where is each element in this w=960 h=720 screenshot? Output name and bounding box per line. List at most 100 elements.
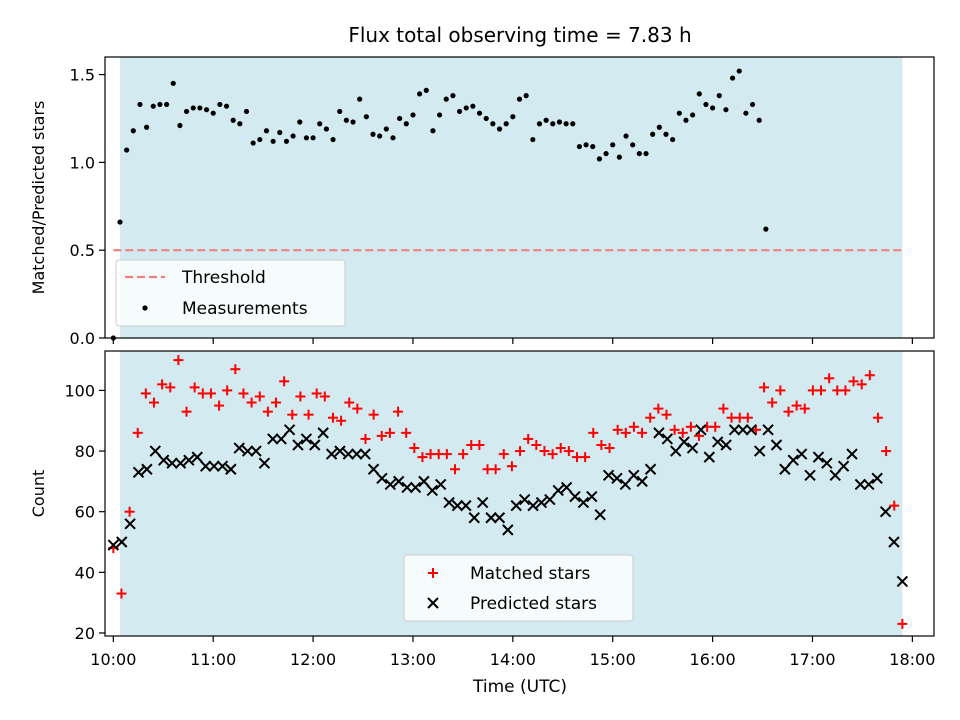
- matched-star-marker: [148, 397, 159, 408]
- measurement-point: [703, 101, 709, 108]
- matched-star-marker: [311, 388, 322, 399]
- matched-star-marker: [864, 370, 875, 381]
- predicted-star-marker: [325, 448, 338, 460]
- measurement-point: [756, 117, 762, 123]
- measurement-point: [650, 131, 656, 137]
- matched-star-marker: [116, 588, 127, 599]
- predicted-star-marker: [208, 460, 220, 472]
- measurement-point: [723, 107, 729, 113]
- matched-star-marker: [336, 415, 347, 426]
- matched-star-marker: [165, 382, 176, 393]
- predicted-star-marker: [468, 512, 480, 524]
- measurement-point: [317, 121, 323, 127]
- measurement-point: [603, 150, 609, 157]
- top-y-tick-label: 0.5: [70, 241, 95, 260]
- measurement-point: [476, 110, 483, 116]
- measurement-point: [716, 93, 722, 99]
- matched-star-marker: [791, 400, 802, 411]
- predicted-star-marker: [569, 490, 581, 503]
- top-panel: 0.0 0.5 1.0 1.5 Matched/Predicted stars Thres…: [29, 56, 935, 348]
- x-tick-label: 13:00: [390, 650, 436, 669]
- measurement-point: [277, 129, 283, 136]
- x-tick-label: 10:00: [90, 650, 136, 669]
- predicted-star-marker: [409, 481, 422, 494]
- predicted-star-marker: [535, 496, 548, 509]
- predicted-legend-swatch: [427, 597, 439, 609]
- predicted-star-marker: [300, 433, 313, 445]
- predicted-star-marker: [199, 460, 212, 472]
- matched-star-marker: [181, 406, 192, 417]
- threshold-legend-label: Threshold: [181, 268, 266, 288]
- matched-star-marker: [279, 376, 290, 387]
- predicted-legend-label: Predicted stars: [470, 594, 597, 614]
- matched-star-marker: [563, 446, 574, 457]
- predicted-star-marker: [384, 478, 397, 491]
- measurement-point: [530, 136, 536, 143]
- measurement-point: [243, 108, 250, 115]
- measurement-point: [710, 105, 716, 111]
- measurement-point: [683, 117, 689, 123]
- matched-star-marker: [531, 439, 542, 450]
- predicted-star-marker: [770, 439, 783, 451]
- measurement-point: [403, 121, 409, 127]
- top-y-tick-label: 1.0: [70, 153, 95, 172]
- measurement-point: [550, 121, 556, 127]
- top-legend-box: [115, 259, 346, 327]
- measurement-point: [377, 133, 383, 139]
- measurement-point: [417, 91, 423, 97]
- matched-star-marker: [669, 424, 680, 435]
- measurement-point: [323, 126, 329, 132]
- matched-star-marker: [604, 443, 615, 454]
- measurement-point: [157, 101, 163, 108]
- predicted-star-marker: [309, 439, 321, 451]
- predicted-star-marker: [157, 454, 170, 466]
- x-axis-label: Time (UTC): [472, 677, 567, 697]
- measurement-point: [663, 131, 669, 137]
- predicted-star-marker: [267, 433, 279, 445]
- matched-star-marker: [612, 424, 623, 435]
- predicted-star-marker: [737, 424, 749, 436]
- measurement-point: [610, 142, 616, 148]
- measurement-point: [630, 142, 636, 148]
- measurement-point: [749, 101, 756, 108]
- measurement-point: [390, 135, 396, 141]
- predicted-star-marker: [493, 512, 506, 524]
- measurement-point: [616, 154, 622, 160]
- matched-star-marker: [319, 391, 330, 402]
- predicted-star-marker: [241, 445, 254, 457]
- matched-star-marker: [140, 388, 151, 399]
- predicted-star-marker: [502, 524, 514, 536]
- matched-star-marker: [775, 385, 786, 396]
- predicted-star-marker: [711, 436, 724, 448]
- matched-star-marker: [523, 433, 534, 444]
- predicted-star-marker: [888, 536, 900, 548]
- measurement-point: [543, 117, 549, 123]
- predicted-star-marker: [863, 478, 875, 491]
- measurement-point: [223, 103, 230, 109]
- matched-star-marker: [344, 397, 355, 408]
- predicted-star-marker: [275, 433, 287, 445]
- matched-star-marker: [401, 427, 412, 438]
- predicted-star-marker: [426, 484, 439, 497]
- matched-star-marker: [759, 382, 770, 393]
- predicted-star-marker: [670, 445, 682, 457]
- bottom-y-tick-label: 60: [75, 503, 95, 522]
- measurement-point: [124, 147, 130, 153]
- predicted-star-marker: [367, 463, 380, 475]
- x-tick-label: 17:00: [789, 650, 835, 669]
- matched-star-marker: [661, 409, 672, 420]
- measurement-point: [177, 122, 183, 129]
- measurement-point: [150, 103, 156, 109]
- matched-star-marker: [506, 461, 517, 472]
- matched-star-marker: [376, 430, 387, 441]
- matched-star-marker: [124, 506, 135, 517]
- predicted-star-marker: [393, 475, 405, 488]
- matched-star-marker: [222, 385, 233, 396]
- measurement-point: [583, 142, 589, 148]
- predicted-star-marker: [401, 481, 413, 494]
- predicted-star-marker: [896, 575, 909, 588]
- matched-star-marker: [157, 379, 168, 390]
- predicted-star-marker: [703, 451, 716, 463]
- matched-star-marker: [897, 618, 908, 629]
- matched-star-marker: [718, 403, 729, 414]
